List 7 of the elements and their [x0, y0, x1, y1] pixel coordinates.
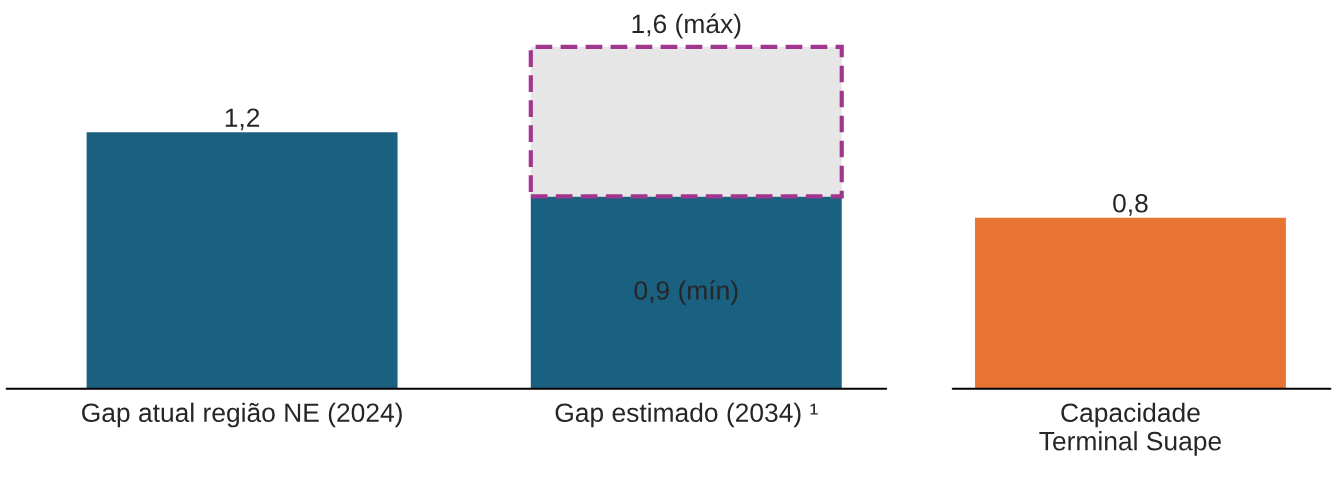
data-label: 0,8 — [1113, 193, 1148, 216]
data-label: 1,2 — [225, 108, 260, 131]
x-tick-label: Gap atual região NE (2024) — [82, 402, 402, 428]
total-label: 1,6 (máx) — [632, 13, 741, 39]
x-tick-label: Gap estimado (2034) ¹ — [555, 402, 818, 428]
data-label: 0,9 (mín) — [634, 280, 738, 306]
x-tick-label: Capacidade Terminal Suape — [1039, 402, 1221, 456]
